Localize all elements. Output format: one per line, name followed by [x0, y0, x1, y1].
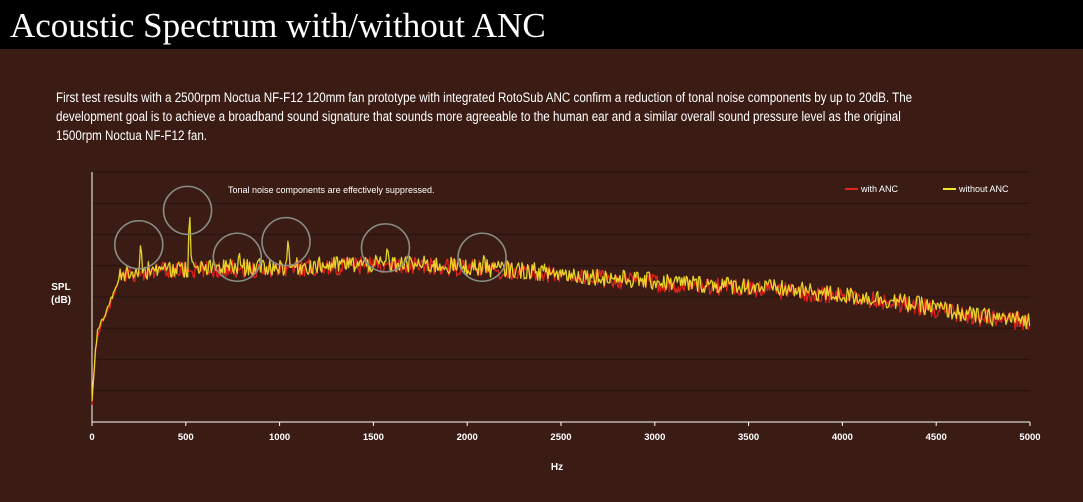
- peak-circle: [457, 232, 507, 283]
- x-tick-label: 3500: [738, 432, 759, 443]
- x-tick-label: 500: [178, 432, 194, 443]
- peak-highlight-circles: [113, 185, 507, 283]
- x-tick-label: 1500: [363, 432, 384, 443]
- peak-circle: [261, 216, 311, 267]
- x-tick-label: 0: [89, 432, 94, 443]
- x-tick-labels: 0 500 1000 1500 2000 2500 3000 3500 4000 4500 5000: [89, 432, 1040, 443]
- legend-label-without-anc: without ANC: [958, 184, 1009, 194]
- peak-circle: [113, 219, 164, 270]
- series-line-without-anc: [91, 216, 1031, 402]
- peak-circle: [212, 232, 263, 283]
- legend: with ANC without ANC: [845, 184, 1009, 194]
- x-tick-label: 5000: [1019, 432, 1040, 443]
- x-tick-label: 3000: [644, 432, 665, 443]
- y-axis-label-line1: SPL: [51, 282, 70, 293]
- series-lines: [91, 216, 1031, 405]
- page-title: Acoustic Spectrum with/without ANC: [10, 6, 546, 45]
- title-bar: Acoustic Spectrum with/without ANC: [0, 0, 1083, 49]
- x-tick-label: 2500: [550, 432, 571, 443]
- series-line-with-anc: [91, 256, 1031, 405]
- x-tick-marks: [91, 422, 1031, 426]
- peak-circle: [162, 185, 213, 236]
- x-tick-label: 4500: [926, 432, 947, 443]
- grid-lines: [92, 171, 1030, 392]
- x-tick-label: 4000: [832, 432, 853, 443]
- peak-circle: [360, 223, 411, 273]
- intro-paragraph: First test results with a 2500rpm Noctua…: [56, 90, 913, 143]
- x-axis-label: Hz: [551, 462, 563, 473]
- legend-label-with-anc: with ANC: [860, 184, 899, 194]
- chart-annotation: Tonal noise components are effectively s…: [228, 185, 434, 195]
- x-tick-label: 1000: [269, 432, 290, 443]
- y-axis-label-line2: (dB): [51, 295, 71, 306]
- x-tick-label: 2000: [457, 432, 478, 443]
